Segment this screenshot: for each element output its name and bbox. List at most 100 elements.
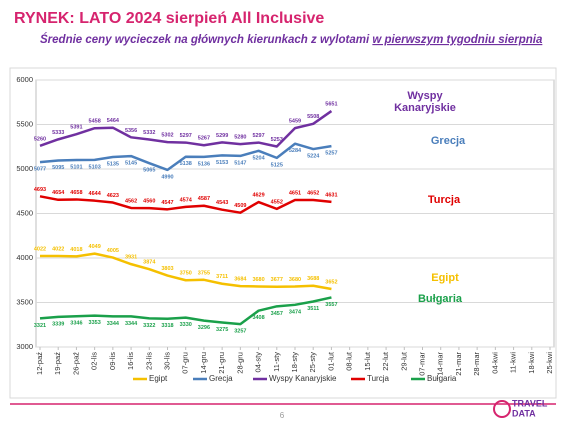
data-label: 5280 (234, 135, 246, 141)
data-label: 3321 (34, 323, 46, 329)
subtitle-underlined: w pierwszym tygodniu sierpnia (372, 34, 543, 46)
data-label: 5356 (125, 128, 137, 134)
data-label: 3257 (234, 329, 246, 335)
logo-text: TRAVEL (512, 398, 548, 408)
logo-icon (493, 400, 511, 418)
data-label: 3557 (325, 302, 337, 308)
x-tick-label: 25-kwi (545, 352, 554, 374)
data-label: 4547 (161, 200, 173, 206)
x-tick-label: 29-lut (399, 351, 408, 371)
series-line (39, 142, 332, 172)
x-tick-label: 04-sty (254, 352, 263, 373)
x-tick-label: 11-kwi (509, 352, 518, 373)
legend-label: Bułgaria (427, 374, 457, 383)
data-label: 3684 (234, 277, 247, 283)
data-label: 3680 (252, 277, 264, 283)
legend-label: Turcja (367, 374, 389, 383)
series-annotation: Wyspy Kanaryjskie (394, 90, 456, 114)
data-label: 4022 (34, 246, 46, 252)
data-label: 3474 (289, 309, 302, 315)
x-tick-label: 28-gru (235, 352, 244, 374)
data-label: 3652 (325, 279, 337, 285)
chart-subtitle: Średnie ceny wycieczek na głównych kieru… (40, 33, 543, 46)
y-tick-label: 5500 (16, 119, 33, 128)
x-tick-label: 19-paź (53, 352, 62, 375)
data-label: 5253 (271, 137, 283, 143)
data-label: 5065 (143, 168, 155, 174)
data-label: 5333 (52, 130, 64, 136)
x-tick-label: 12-paź (35, 352, 44, 375)
legend-label: Egipt (149, 374, 168, 383)
data-label: 3677 (271, 277, 283, 283)
data-label: 4623 (107, 193, 119, 199)
legend-label: Wyspy Kanaryjskie (269, 374, 337, 383)
data-label: 5332 (143, 130, 155, 136)
data-label: 3750 (180, 271, 192, 277)
data-label: 5153 (216, 160, 228, 166)
data-label: 4644 (89, 191, 102, 197)
data-label: 5138 (180, 161, 192, 167)
data-label: 5651 (325, 102, 337, 108)
data-label: 3275 (216, 327, 228, 333)
data-label: 5136 (198, 161, 210, 167)
y-tick-label: 4500 (16, 208, 33, 217)
data-label: 3339 (52, 321, 64, 327)
x-tick-label: 09-lis (108, 352, 117, 370)
x-tick-label: 21-gru (217, 352, 226, 374)
y-tick-label: 6000 (16, 75, 33, 84)
data-label: 5101 (70, 164, 82, 170)
x-tick-label: 22-lut (381, 351, 390, 371)
series-annotation: Turcja (427, 194, 461, 206)
x-tick-label: 23-lis (144, 352, 153, 370)
x-tick-label: 25-sty (308, 352, 317, 373)
data-label: 5224 (307, 154, 320, 160)
data-label: 4693 (34, 187, 46, 193)
x-tick-label: 07-gru (181, 352, 190, 374)
x-tick-label: 02-lis (90, 352, 99, 370)
x-tick-label: 30-lis (162, 352, 171, 370)
data-label: 4018 (70, 247, 82, 253)
data-label: 3296 (198, 325, 210, 331)
data-label: 3318 (161, 323, 173, 329)
series-line (39, 296, 332, 326)
chart-frame (9, 67, 557, 399)
legend-label: Grecja (209, 374, 233, 383)
data-label: 3457 (271, 311, 283, 317)
y-tick-label: 5000 (16, 164, 33, 173)
data-label: 4629 (252, 192, 264, 198)
data-label: 4022 (52, 246, 64, 252)
data-label: 4651 (289, 191, 301, 197)
data-label: 5135 (107, 161, 119, 167)
data-label: 3346 (70, 321, 82, 327)
data-label: 5458 (89, 119, 101, 125)
data-label: 5077 (34, 167, 46, 173)
data-label: 3803 (161, 266, 173, 272)
data-label: 3711 (216, 274, 228, 280)
x-tick-label: 01-lut (326, 351, 335, 371)
data-label: 4574 (180, 197, 193, 203)
data-label: 4652 (307, 190, 319, 196)
subtitle-part: Średnie ceny wycieczek na głównych kieru… (40, 33, 370, 46)
x-tick-label: 11-sty (272, 352, 281, 372)
series-annotation: Grecja (430, 135, 466, 147)
x-tick-label: 14-mar (436, 352, 445, 376)
data-label: 4562 (125, 198, 137, 204)
data-label: 4631 (325, 192, 337, 198)
x-tick-label: 28-mar (472, 352, 481, 376)
data-label: 3874 (143, 260, 156, 266)
data-label: 5125 (271, 162, 283, 168)
data-label: 4587 (198, 196, 210, 202)
logo-text: DATA (512, 408, 536, 418)
data-label: 5260 (34, 136, 46, 142)
chart-title: RYNEK: LATO 2024 sierpień All Inclusive (14, 10, 324, 27)
x-tick-label: 18-sty (290, 352, 299, 373)
x-tick-label: 18-kwi (527, 352, 536, 374)
data-label: 3322 (143, 323, 155, 329)
data-label: 5459 (289, 119, 301, 125)
data-label: 3408 (252, 315, 264, 321)
x-tick-label: 26-paź (71, 352, 80, 375)
x-tick-label: 04-kwi (490, 352, 499, 374)
series-line (40, 252, 332, 291)
data-label: 3330 (180, 322, 192, 328)
